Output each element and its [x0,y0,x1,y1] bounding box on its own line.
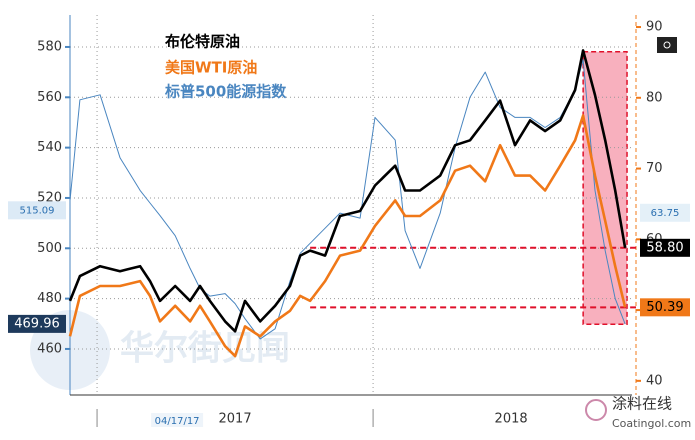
y-tick-label: 480 [37,291,62,306]
icon [657,37,677,53]
cursor-date-box [151,413,204,427]
logo-url: Coatingol.com [612,417,691,430]
y-tick-label: 460 [37,341,62,356]
value-tag-label: 63.75 [651,208,680,219]
x-tick-label: 2018 [495,412,528,427]
value-tag-label: 469.96 [14,316,60,331]
value-tag [640,298,690,317]
legend-entry: 标普500能源指数 [164,83,287,101]
cursor-date: 04/17/17 [155,416,200,427]
y2-tick-label: 90 [646,20,663,35]
legend-entry: 布伦特原油 [165,33,240,51]
logo-mark [585,399,607,421]
watermark: 华尔街见闻 [120,329,290,369]
y2-tick-label: 70 [646,161,663,176]
y-tick-label: 560 [37,90,62,105]
value-tag [640,203,690,222]
value-tag [8,314,66,333]
legend-entry: 美国WTI原油 [165,59,257,77]
icon [663,41,671,49]
value-tag-label: 58.80 [646,240,683,255]
y2-tick-label: 40 [646,373,663,388]
series-line [68,49,627,333]
series-line [68,114,627,358]
y-tick-label: 580 [37,39,62,54]
value-tag-label: 50.39 [646,300,683,315]
y-tick-label: 540 [37,140,62,155]
y2-tick-label: 80 [646,90,663,105]
logo-name: 涂料在线 [612,395,672,413]
value-tag [640,238,690,257]
source-logo: 涂料在线 Coatingol.com [585,395,691,430]
series-line [69,59,626,340]
value-tag-label: 515.09 [20,205,55,216]
y-tick-label: 500 [37,241,62,256]
x-tick-label: 2017 [219,412,252,427]
value-tag [8,201,66,220]
